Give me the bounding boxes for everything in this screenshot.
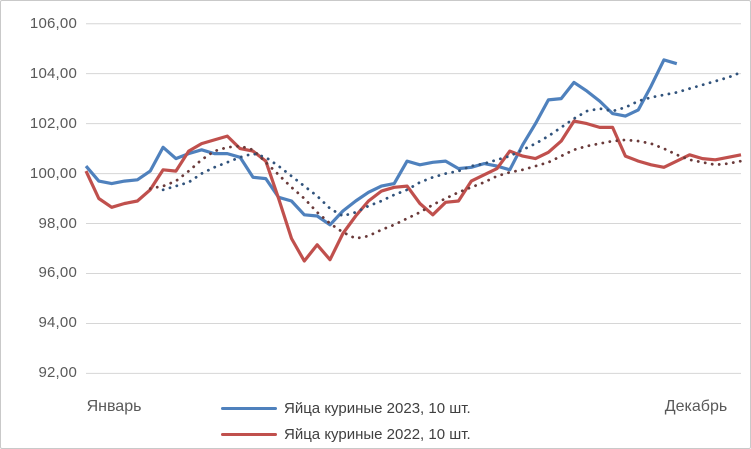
series-line-2023-dotted-trend (161, 71, 743, 218)
legend-line-sample-2023 (221, 406, 277, 410)
legend-item-2023: Яйца куриные 2023, 10 шт. (221, 399, 471, 417)
x-axis-label-january: Январь (86, 398, 142, 415)
y-tick-label-102-00: 102,00 (29, 114, 77, 132)
y-tick-label-106-00: 106,00 (29, 14, 77, 32)
y-tick-label-100-00: 100,00 (29, 164, 77, 182)
series-line-2022-solid (84, 119, 742, 263)
legend-label-2023: Яйца куриные 2023, 10 шт. (284, 399, 471, 417)
y-tick-label-98-00: 98,00 (38, 214, 77, 232)
y-tick-label-94-00: 94,00 (38, 314, 77, 332)
legend-label-2022: Яйца куриные 2022, 10 шт. (284, 425, 471, 443)
y-tick-label-96-00: 96,00 (38, 264, 77, 282)
x-axis-label-december: Декабрь (664, 398, 728, 415)
y-tick-label-92-00: 92,00 (38, 364, 77, 382)
y-tick-label-104-00: 104,00 (29, 64, 77, 82)
series-line-2023-solid (84, 58, 678, 227)
legend-item-2022: Яйца куриные 2022, 10 шт. (221, 425, 471, 443)
legend-line-sample-2022 (221, 432, 277, 436)
